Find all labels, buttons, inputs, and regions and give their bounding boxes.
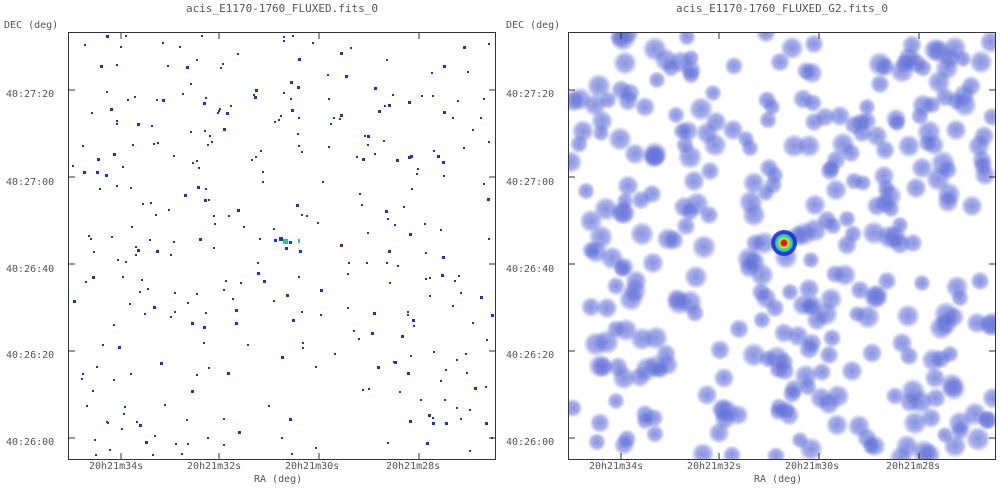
left-ytick-3: 40:26:40 [6,264,55,275]
tick-marks [569,33,995,459]
left-ytick-4: 40:26:20 [6,350,55,361]
left-bright-source [274,237,300,250]
left-dec-axis-label: DEC (deg) [4,20,59,31]
left-image-canvas[interactable] [68,32,496,460]
right-bright-source [771,230,797,256]
left-ytick-5: 40:26:00 [6,437,55,448]
left-image-plot [69,33,495,459]
right-ytick-5: 40:26:00 [506,437,555,448]
left-ytick-2: 40:27:00 [6,177,55,188]
tick-marks [69,33,495,459]
event-points [72,35,494,456]
right-dec-axis-label: DEC (deg) [506,20,561,31]
left-ra-axis-label: RA (deg) [254,474,303,485]
right-xtick-1: 20h21m34s [589,461,644,472]
smoothed-blobs [569,33,995,459]
right-ra-axis-label: RA (deg) [754,474,803,485]
right-image-plot [569,33,995,459]
left-xtick-2: 20h21m32s [187,461,242,472]
left-xtick-4: 20h21m28s [386,461,441,472]
right-image-panel: acis_E1170-1760_FLUXED_G2.fits_0 DEC (de… [500,0,1000,492]
right-xtick-4: 20h21m28s [886,461,941,472]
left-xtick-3: 20h21m30s [285,461,340,472]
left-image-title: acis_E1170-1760_FLUXED.fits_0 [185,2,379,15]
right-image-title: acis_E1170-1760_FLUXED_G2.fits_0 [676,2,888,15]
left-ytick-1: 40:27:20 [6,89,55,100]
right-ytick-2: 40:27:00 [506,177,555,188]
right-ytick-1: 40:27:20 [506,89,555,100]
right-ytick-4: 40:26:20 [506,350,555,361]
left-xtick-1: 20h21m34s [89,461,144,472]
left-image-panel: acis_E1170-1760_FLUXED.fits_0 DEC (deg) … [4,2,496,485]
right-xtick-3: 20h21m30s [785,461,840,472]
right-ytick-3: 40:26:40 [506,264,555,275]
right-xtick-2: 20h21m32s [687,461,742,472]
right-image-canvas[interactable] [568,32,996,460]
